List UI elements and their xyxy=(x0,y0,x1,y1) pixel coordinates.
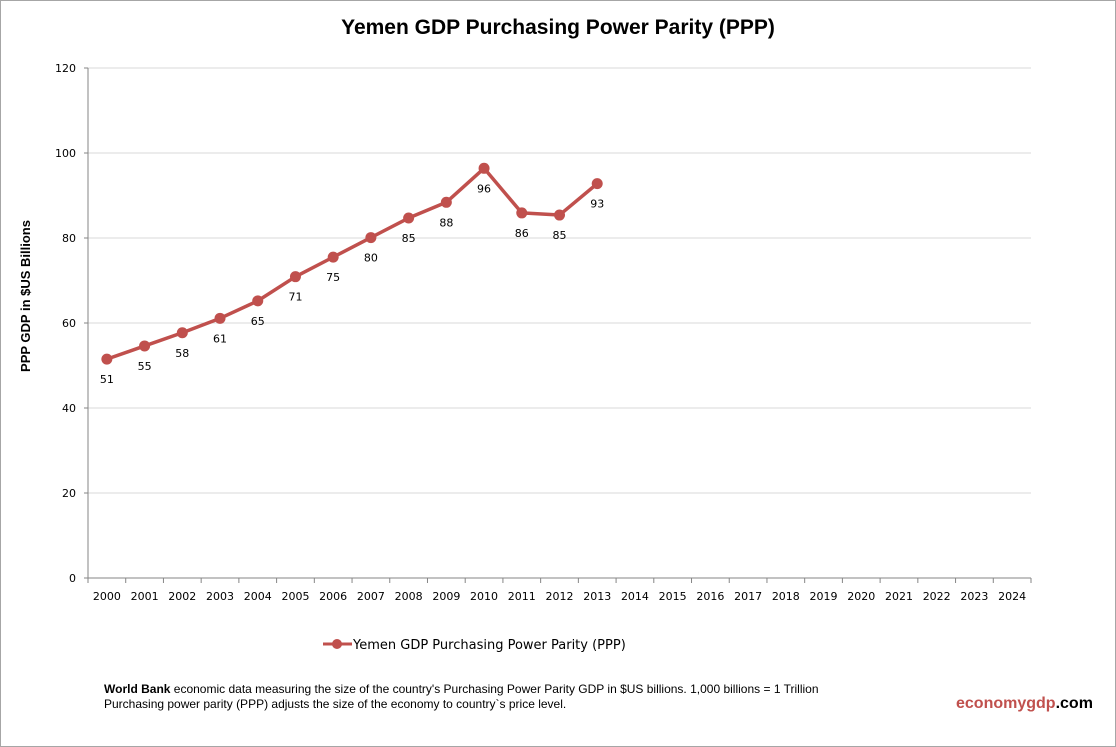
data-label: 58 xyxy=(175,347,189,360)
brand-part-1: economy xyxy=(956,695,1027,712)
data-label: 80 xyxy=(364,252,378,265)
data-label: 85 xyxy=(553,229,567,242)
data-point xyxy=(214,312,226,324)
axes xyxy=(84,67,1032,583)
x-tick-labels: 2000 2001 2002 2003 2004 2005 2006 2007 2008 2009… xyxy=(93,590,1026,603)
data-label: 85 xyxy=(402,232,416,245)
brand-part-2: gdp xyxy=(1026,695,1056,712)
x-tick-label: 2004 xyxy=(244,590,272,603)
data-point xyxy=(554,209,565,221)
legend-marker xyxy=(332,639,342,649)
x-tick-label: 2024 xyxy=(998,590,1026,603)
x-tick-label: 2006 xyxy=(319,590,347,603)
footnote: World Bank economic data measuring the s… xyxy=(104,682,924,712)
y-tick-label: 120 xyxy=(55,62,76,75)
x-tick-label: 2015 xyxy=(659,590,687,603)
data-point xyxy=(516,207,528,219)
y-tick-label: 100 xyxy=(55,147,76,160)
legend-label: Yemen GDP Purchasing Power Parity (PPP) xyxy=(352,638,626,653)
x-tick-label: 2001 xyxy=(131,590,159,603)
data-point xyxy=(101,353,113,365)
chart-title: Yemen GDP Purchasing Power Parity (PPP) xyxy=(341,16,775,39)
y-tick-label: 0 xyxy=(69,572,76,585)
x-tick-label: 2011 xyxy=(508,590,536,603)
data-point xyxy=(478,162,490,174)
data-point xyxy=(289,271,301,283)
x-tick-label: 2010 xyxy=(470,590,498,603)
brand-part-3: .com xyxy=(1055,695,1093,712)
data-point xyxy=(440,196,452,208)
series-group: 51 55 58 61 65 71 75 80 85 88 96 86 85 93 xyxy=(100,162,604,386)
x-tick-label: 2020 xyxy=(847,590,875,603)
data-label: 55 xyxy=(138,360,152,373)
y-axis-label: PPP GDP in $US Billions xyxy=(18,220,33,372)
x-tick-label: 2017 xyxy=(734,590,762,603)
data-label: 96 xyxy=(477,182,491,195)
data-label: 86 xyxy=(515,227,529,240)
gridlines xyxy=(88,67,1031,494)
x-tick-label: 2002 xyxy=(168,590,196,603)
footnote-line-2: Purchasing power parity (PPP) adjusts th… xyxy=(104,697,567,711)
y-tick-label: 40 xyxy=(62,402,76,415)
x-tick-label: 2021 xyxy=(885,590,913,603)
data-point xyxy=(591,178,603,190)
series-line xyxy=(106,166,599,361)
x-tick-label: 2005 xyxy=(281,590,309,603)
data-label: 71 xyxy=(288,291,302,304)
x-tick-label: 2012 xyxy=(546,590,574,603)
data-label: 93 xyxy=(590,198,604,211)
footnote-line-1: World Bank economic data measuring the s… xyxy=(104,682,924,697)
data-point xyxy=(365,232,377,244)
x-tick-label: 2016 xyxy=(696,590,724,603)
data-label: 75 xyxy=(326,271,340,284)
data-point xyxy=(176,327,188,339)
legend: Yemen GDP Purchasing Power Parity (PPP) xyxy=(323,638,626,653)
x-tick-label: 2019 xyxy=(810,590,838,603)
x-tick-label: 2014 xyxy=(621,590,649,603)
y-tick-labels: 0 20 40 60 80 100 120 xyxy=(55,62,76,585)
y-tick-label: 60 xyxy=(62,317,76,330)
x-tick-label: 2007 xyxy=(357,590,385,603)
data-point xyxy=(403,212,415,224)
data-point xyxy=(327,251,339,263)
data-label: 88 xyxy=(439,216,453,229)
data-point xyxy=(252,295,264,307)
data-point xyxy=(139,340,151,352)
y-tick-label: 80 xyxy=(62,232,76,245)
footnote-text-1: economic data measuring the size of the … xyxy=(170,682,819,696)
footnote-source: World Bank xyxy=(104,682,171,696)
x-tick-label: 2000 xyxy=(93,590,121,603)
x-tick-label: 2009 xyxy=(432,590,460,603)
y-tick-label: 20 xyxy=(62,487,76,500)
x-tick-label: 2003 xyxy=(206,590,234,603)
x-tick-label: 2013 xyxy=(583,590,611,603)
data-label: 51 xyxy=(100,373,114,386)
brand-logo[interactable]: economygdp.com xyxy=(956,695,1093,713)
x-tick-label: 2008 xyxy=(395,590,423,603)
data-label: 61 xyxy=(213,332,227,345)
x-tick-label: 2023 xyxy=(960,590,988,603)
data-label: 65 xyxy=(251,315,265,328)
x-tick-label: 2022 xyxy=(923,590,951,603)
x-tick-label: 2018 xyxy=(772,590,800,603)
